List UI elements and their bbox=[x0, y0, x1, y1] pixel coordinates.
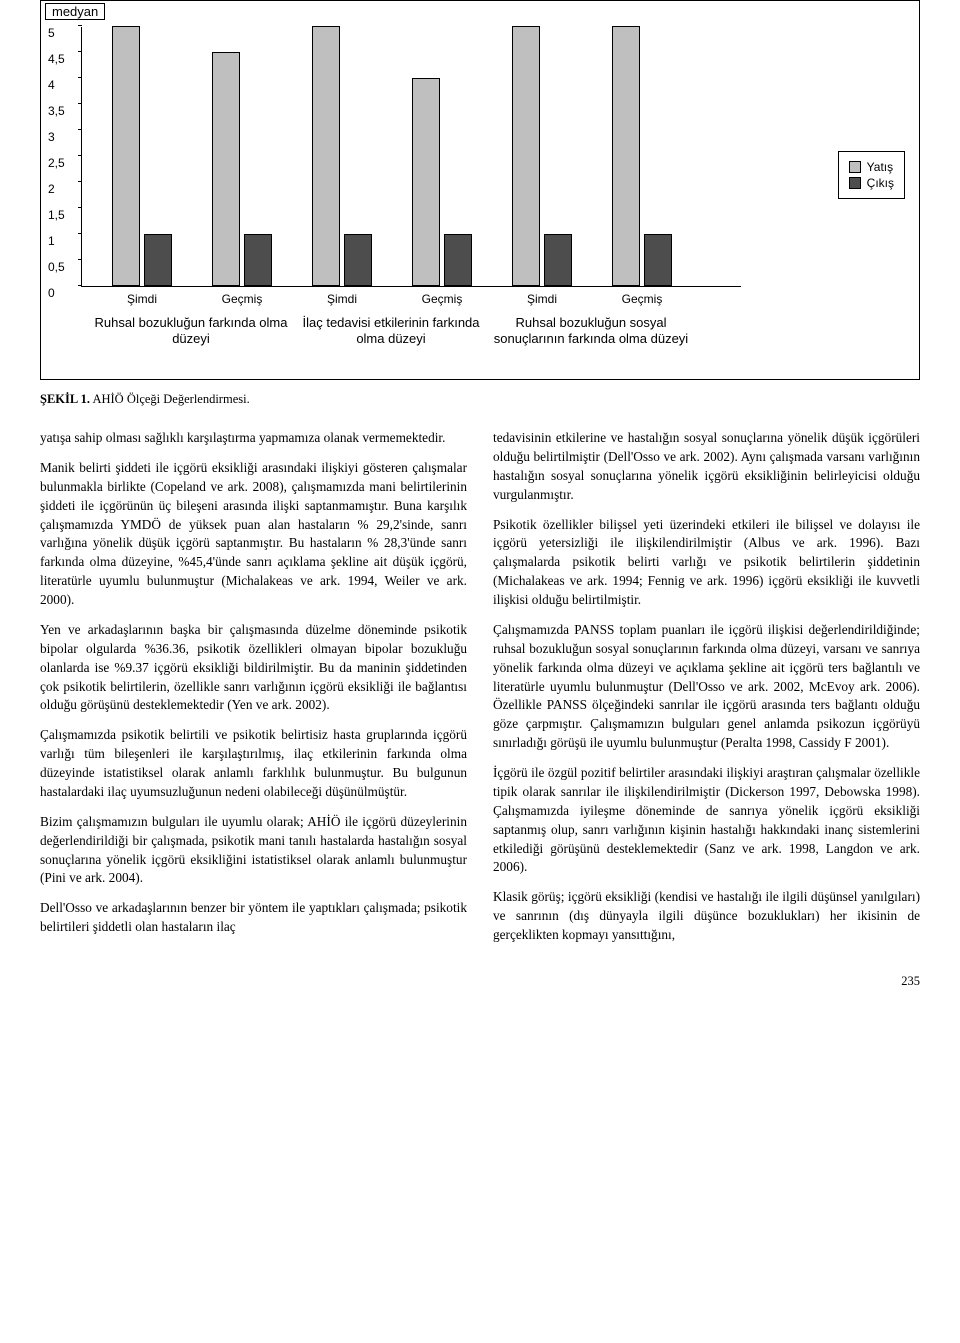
x-tick-label: Geçmiş bbox=[392, 292, 492, 306]
chart-legend: Yatış Çıkış bbox=[838, 151, 905, 199]
figure-caption-text: AHİÖ Ölçeği Değerlendirmesi. bbox=[90, 392, 250, 406]
bar-yatis bbox=[512, 26, 540, 286]
chart-plot-area: 00,511,522,533,544,55ŞimdiGeçmişŞimdiGeç… bbox=[81, 27, 741, 287]
bar-yatis bbox=[212, 52, 240, 286]
x-tick-label: Geçmiş bbox=[592, 292, 692, 306]
x-tick-label: Geçmiş bbox=[192, 292, 292, 306]
y-tick-label: 1 bbox=[48, 234, 55, 248]
body-paragraph: yatışa sahip olması sağlıklı karşılaştır… bbox=[40, 429, 467, 448]
body-paragraph: Psikotik özellikler bilişsel yeti üzerin… bbox=[493, 516, 920, 610]
legend-item-cikis: Çıkış bbox=[849, 176, 894, 190]
axis-group-label: İlaç tedavisi etkilerinin farkında olma … bbox=[291, 315, 491, 348]
y-tick-label: 0 bbox=[48, 286, 55, 300]
bar-cikis bbox=[144, 234, 172, 286]
body-columns: yatışa sahip olması sağlıklı karşılaştır… bbox=[40, 429, 920, 956]
y-tick-label: 4 bbox=[48, 78, 55, 92]
bar-chart: medyan 00,511,522,533,544,55ŞimdiGeçmişŞ… bbox=[40, 0, 920, 380]
figure-caption: ŞEKİL 1. AHİÖ Ölçeği Değerlendirmesi. bbox=[40, 392, 920, 407]
body-paragraph: Çalışmamızda PANSS toplam puanları ile i… bbox=[493, 621, 920, 753]
chart-boxed-title: medyan bbox=[45, 3, 105, 20]
right-column: tedavisinin etkilerine ve hastalığın sos… bbox=[493, 429, 920, 956]
x-tick-label: Şimdi bbox=[492, 292, 592, 306]
legend-swatch-yatis bbox=[849, 161, 861, 173]
y-tick-label: 3,5 bbox=[48, 104, 65, 118]
bar-cikis bbox=[344, 234, 372, 286]
page-number: 235 bbox=[40, 974, 920, 989]
bar-cikis bbox=[244, 234, 272, 286]
body-paragraph: Dell'Osso ve arkadaşlarının benzer bir y… bbox=[40, 899, 467, 937]
y-tick-label: 0,5 bbox=[48, 260, 65, 274]
figure-caption-bold: ŞEKİL 1. bbox=[40, 392, 90, 406]
body-paragraph: Bizim çalışmamızın bulguları ile uyumlu … bbox=[40, 813, 467, 889]
y-tick-label: 1,5 bbox=[48, 208, 65, 222]
y-tick-label: 2,5 bbox=[48, 156, 65, 170]
body-paragraph: tedavisinin etkilerine ve hastalığın sos… bbox=[493, 429, 920, 505]
bar-cikis bbox=[544, 234, 572, 286]
bar-yatis bbox=[412, 78, 440, 286]
y-tick-label: 4,5 bbox=[48, 52, 65, 66]
y-tick-label: 3 bbox=[48, 130, 55, 144]
legend-swatch-cikis bbox=[849, 177, 861, 189]
body-paragraph: Manik belirti şiddeti ile içgörü eksikli… bbox=[40, 459, 467, 610]
y-tick-label: 2 bbox=[48, 182, 55, 196]
axis-group-label: Ruhsal bozukluğun farkında olma düzeyi bbox=[91, 315, 291, 348]
bar-yatis bbox=[312, 26, 340, 286]
body-paragraph: İçgörü ile özgül pozitif belirtiler aras… bbox=[493, 764, 920, 877]
legend-label: Çıkış bbox=[867, 176, 894, 190]
body-paragraph: Klasik görüş; içgörü eksikliği (kendisi … bbox=[493, 888, 920, 945]
x-tick-label: Şimdi bbox=[92, 292, 192, 306]
bar-yatis bbox=[112, 26, 140, 286]
body-paragraph: Yen ve arkadaşlarının başka bir çalışmas… bbox=[40, 621, 467, 715]
y-tick-label: 5 bbox=[48, 26, 55, 40]
left-column: yatışa sahip olması sağlıklı karşılaştır… bbox=[40, 429, 467, 956]
bar-yatis bbox=[612, 26, 640, 286]
x-tick-label: Şimdi bbox=[292, 292, 392, 306]
body-paragraph: Çalışmamızda psikotik belirtili ve psiko… bbox=[40, 726, 467, 802]
legend-item-yatis: Yatış bbox=[849, 160, 894, 174]
bar-cikis bbox=[644, 234, 672, 286]
legend-label: Yatış bbox=[867, 160, 893, 174]
axis-group-label: Ruhsal bozukluğun sosyal sonuçlarının fa… bbox=[491, 315, 691, 348]
bar-cikis bbox=[444, 234, 472, 286]
